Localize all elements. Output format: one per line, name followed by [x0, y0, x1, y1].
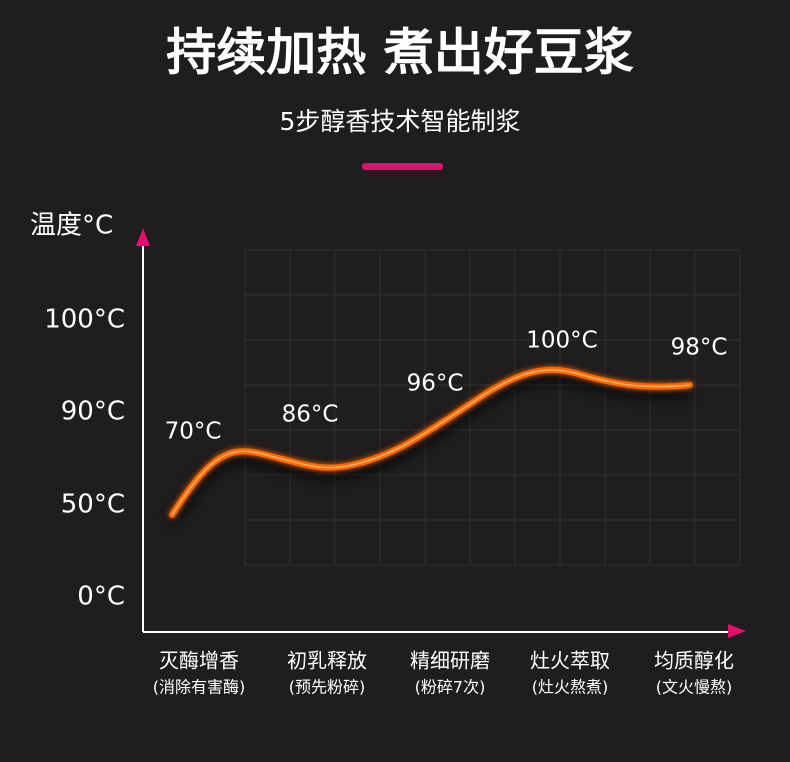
x-arrow [728, 624, 746, 638]
stage-temp: 98°C [671, 335, 728, 361]
stage-name: 精细研磨 [410, 649, 490, 673]
stage-name: 灶火萃取 [530, 649, 610, 673]
y-axis-label: 温度°C [30, 211, 113, 241]
stage-temp: 96°C [407, 371, 464, 397]
curve-shadow [167, 371, 691, 525]
stage-detail: (预先粉碎) [289, 678, 366, 697]
stage-detail: (消除有害酶) [153, 678, 246, 697]
stage-temp: 70°C [165, 419, 222, 445]
stage-name: 灭酶增香 [159, 649, 239, 673]
curve-highlight [171, 369, 691, 516]
subtitle: 5步醇香技术智能制浆 [280, 107, 521, 136]
stage-detail: (灶火熬煮) [532, 678, 609, 697]
stage-detail: (文火慢熬) [656, 678, 733, 697]
stage-detail: (粉碎7次) [415, 678, 486, 697]
y-tick-label: 0°C [77, 582, 125, 612]
grid [244, 249, 741, 566]
title: 持续加热 煮出好豆浆 [166, 24, 633, 82]
stage-name: 均质醇化 [654, 649, 734, 673]
y-tick-label: 100°C [44, 305, 125, 335]
y-tick-label: 50°C [61, 490, 125, 520]
y-arrow [136, 228, 150, 246]
stage-temp: 100°C [526, 328, 597, 354]
stage-temp: 86°C [282, 402, 339, 428]
accent-bar [362, 163, 443, 170]
stage-name: 初乳释放 [287, 649, 367, 673]
y-tick-label: 90°C [61, 397, 125, 427]
